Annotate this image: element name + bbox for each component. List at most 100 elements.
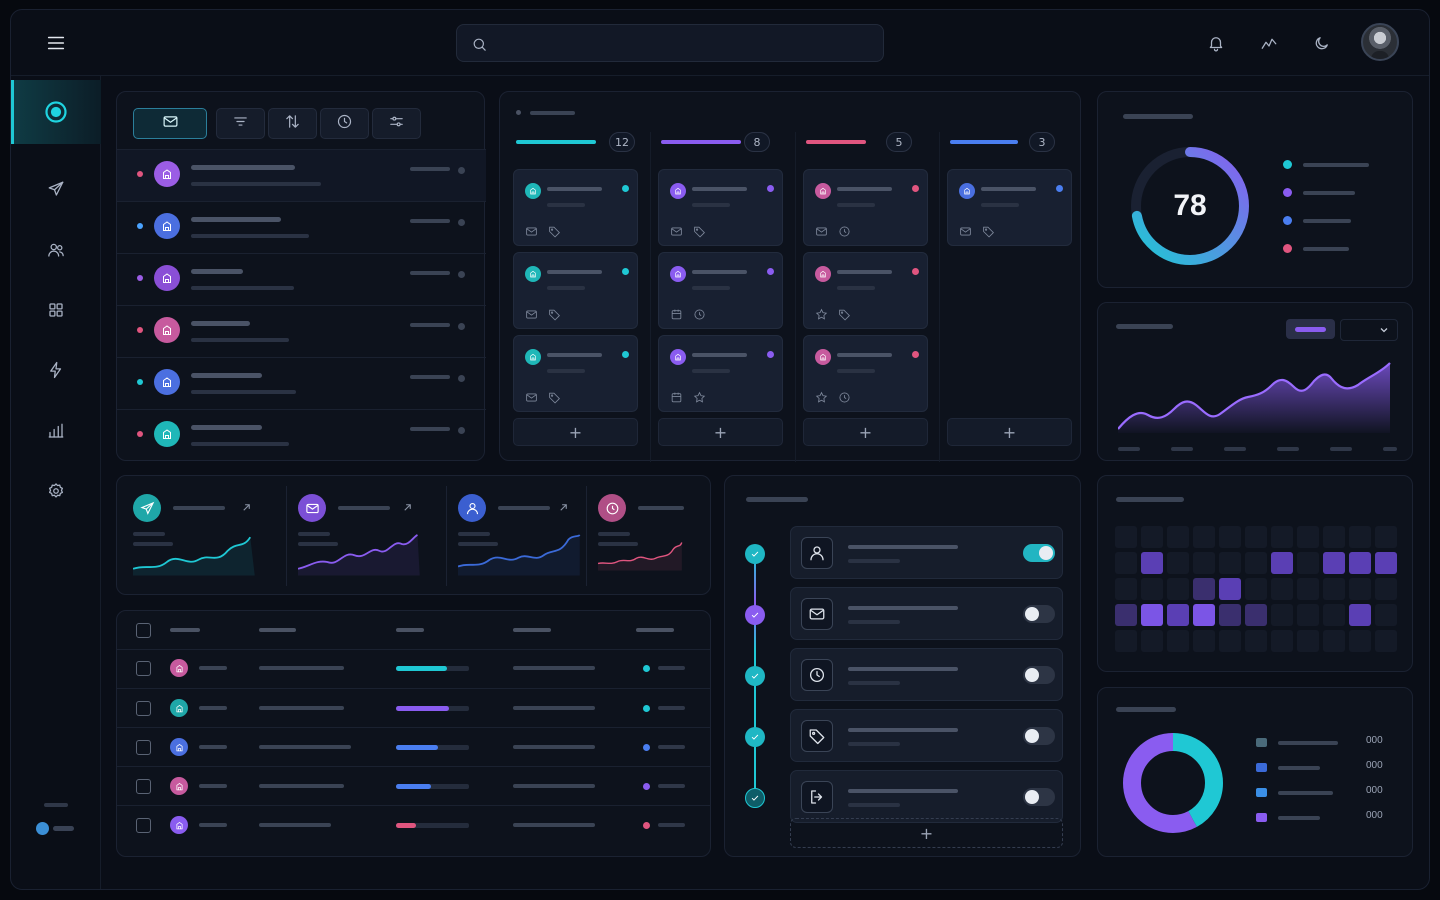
kanban-card[interactable] [803,169,928,246]
search-input[interactable] [497,31,872,55]
add-card-button[interactable]: + [803,418,928,446]
row-checkbox[interactable] [136,818,151,833]
setting-row[interactable] [790,587,1063,640]
heatmap-cell[interactable] [1141,630,1163,652]
column-header[interactable] [396,628,424,632]
heatmap-cell[interactable] [1219,526,1241,548]
toolbar-mail-button[interactable] [133,108,207,139]
heatmap-cell[interactable] [1193,604,1215,626]
heatmap-cell[interactable] [1323,526,1345,548]
kanban-card[interactable] [803,335,928,412]
moon-icon[interactable] [1310,31,1334,55]
toolbar-filter-button[interactable] [216,108,265,139]
heatmap-cell[interactable] [1323,552,1345,574]
kanban-card[interactable] [803,252,928,329]
setting-row[interactable] [790,648,1063,701]
heatmap-cell[interactable] [1375,578,1397,600]
heatmap-cell[interactable] [1271,526,1293,548]
setting-row[interactable] [790,526,1063,579]
heatmap-cell[interactable] [1375,526,1397,548]
heatmap-cell[interactable] [1245,578,1267,600]
heatmap-cell[interactable] [1219,552,1241,574]
heatmap-cell[interactable] [1115,630,1137,652]
heatmap-cell[interactable] [1167,552,1189,574]
heatmap-cell[interactable] [1115,552,1137,574]
heatmap-cell[interactable] [1297,578,1319,600]
heatmap-cell[interactable] [1271,552,1293,574]
setting-toggle[interactable] [1023,605,1055,623]
heatmap-cell[interactable] [1167,526,1189,548]
heatmap-cell[interactable] [1219,630,1241,652]
heatmap-cell[interactable] [1375,630,1397,652]
heatmap-cell[interactable] [1115,526,1137,548]
heatmap-cell[interactable] [1245,630,1267,652]
heatmap-cell[interactable] [1271,604,1293,626]
add-setting-button[interactable]: + [790,818,1063,848]
table-row[interactable] [117,649,710,688]
heatmap-cell[interactable] [1193,578,1215,600]
setting-toggle[interactable] [1023,727,1055,745]
add-card-button[interactable]: + [513,418,638,446]
toolbar-sliders-button[interactable] [372,108,421,139]
heatmap-cell[interactable] [1115,578,1137,600]
heatmap-cell[interactable] [1245,552,1267,574]
setting-toggle[interactable] [1023,666,1055,684]
stat-card[interactable] [298,490,448,586]
heatmap-cell[interactable] [1167,604,1189,626]
add-card-button[interactable]: + [947,418,1072,446]
heatmap-cell[interactable] [1193,630,1215,652]
row-checkbox[interactable] [136,779,151,794]
inbox-row[interactable] [117,201,486,253]
heatmap-cell[interactable] [1271,578,1293,600]
stat-card[interactable] [458,490,608,586]
kanban-card[interactable] [658,169,783,246]
table-row[interactable] [117,805,710,844]
heatmap-cell[interactable] [1349,604,1371,626]
heatmap-cell[interactable] [1323,630,1345,652]
sidebar-item-users[interactable] [44,238,68,262]
sidebar-item-dashboard[interactable] [11,80,101,144]
heatmap-cell[interactable] [1349,526,1371,548]
heatmap-cell[interactable] [1245,526,1267,548]
setting-row[interactable] [790,770,1063,823]
heatmap-cell[interactable] [1141,552,1163,574]
heatmap-cell[interactable] [1167,578,1189,600]
user-avatar[interactable] [1361,23,1399,61]
heatmap-cell[interactable] [1349,578,1371,600]
period-dropdown[interactable] [1340,319,1398,341]
sidebar-item-send[interactable] [44,177,68,201]
heatmap-cell[interactable] [1349,552,1371,574]
heatmap-cell[interactable] [1245,604,1267,626]
column-header[interactable] [170,628,200,632]
heatmap-cell[interactable] [1323,578,1345,600]
stat-card[interactable] [598,490,748,586]
column-header[interactable] [513,628,551,632]
setting-row[interactable] [790,709,1063,762]
table-row[interactable] [117,766,710,805]
kanban-card[interactable] [947,169,1072,246]
sidebar-collapse-handle[interactable] [44,803,68,807]
sidebar-item-grid[interactable] [44,298,68,322]
heatmap-cell[interactable] [1375,552,1397,574]
sidebar-theme-toggle[interactable] [36,822,74,835]
kanban-card[interactable] [658,335,783,412]
kanban-card[interactable] [513,252,638,329]
sidebar-item-lightning[interactable] [44,358,68,382]
heatmap-cell[interactable] [1219,578,1241,600]
setting-toggle[interactable] [1023,544,1055,562]
toolbar-clock-button[interactable] [320,108,369,139]
setting-toggle[interactable] [1023,788,1055,806]
toolbar-sort-button[interactable] [268,108,317,139]
heatmap-cell[interactable] [1219,604,1241,626]
inbox-row[interactable] [117,409,486,461]
column-header[interactable] [636,628,674,632]
row-checkbox[interactable] [136,740,151,755]
heatmap-cell[interactable] [1323,604,1345,626]
heatmap-cell[interactable] [1167,630,1189,652]
heatmap-cell[interactable] [1297,552,1319,574]
heatmap-cell[interactable] [1297,526,1319,548]
heatmap-cell[interactable] [1271,630,1293,652]
menu-icon[interactable] [43,30,69,56]
bell-icon[interactable] [1204,31,1228,55]
heatmap-cell[interactable] [1141,578,1163,600]
